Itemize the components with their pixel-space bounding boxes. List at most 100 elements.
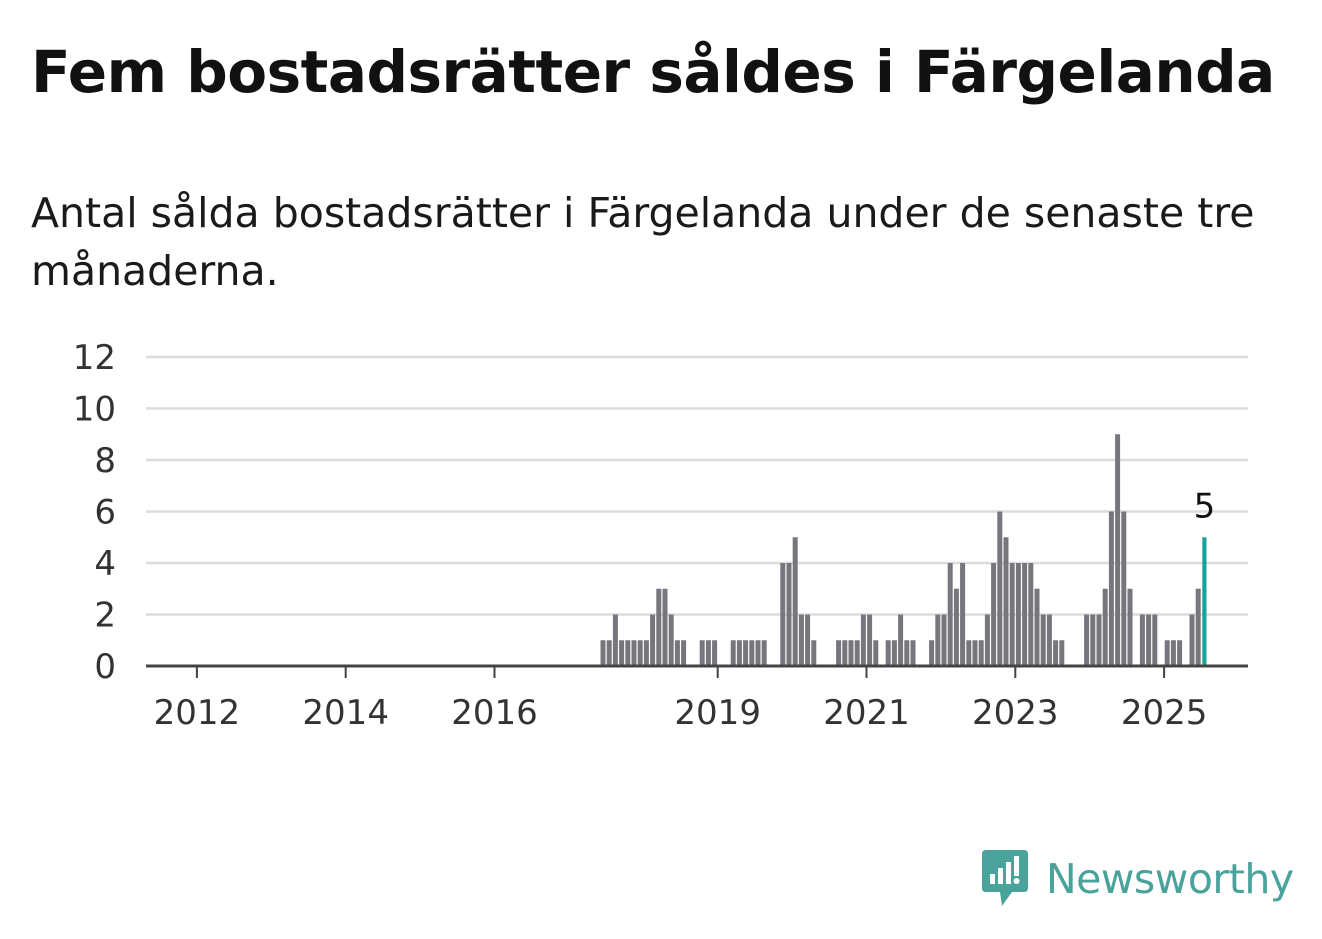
bar (991, 563, 997, 666)
brand: Newsworthy (980, 848, 1294, 910)
bar (854, 640, 860, 666)
bar (606, 640, 612, 666)
bar (1189, 614, 1195, 666)
bar (978, 640, 984, 666)
bar (891, 640, 897, 666)
x-tick-label: 2012 (154, 693, 241, 733)
page-title: Fem bostadsrätter såldes i Färgelanda (31, 38, 1275, 106)
bar (1170, 640, 1176, 666)
bar (947, 563, 953, 666)
bar (885, 640, 891, 666)
bar (643, 640, 649, 666)
bar (805, 614, 811, 666)
bar (867, 614, 873, 666)
bar (612, 614, 618, 666)
bar (650, 614, 656, 666)
bar-chart: 0 2 4 6 8 10 12 2012 2014 2016 2019 2021 2023 2025 5 (73, 338, 1248, 733)
bar (705, 640, 711, 666)
bar (941, 614, 947, 666)
bar (749, 640, 755, 666)
bar (631, 640, 637, 666)
x-tick-label: 2016 (451, 693, 538, 733)
bar (1108, 511, 1114, 666)
y-tick-label: 12 (73, 338, 116, 378)
x-tick-label: 2014 (302, 693, 389, 733)
bar (935, 614, 941, 666)
y-tick-label: 0 (94, 647, 116, 687)
bar (1034, 588, 1040, 666)
bar (1028, 563, 1034, 666)
bar (656, 588, 662, 666)
bar (1022, 563, 1028, 666)
bar (1195, 588, 1201, 666)
y-tick-label: 8 (94, 441, 116, 481)
bar (1115, 434, 1121, 666)
bar (1003, 537, 1009, 666)
x-tick-label: 2021 (823, 693, 910, 733)
bar (1053, 640, 1059, 666)
bar (780, 563, 786, 666)
y-tick-label: 6 (94, 493, 116, 533)
bar (1090, 614, 1096, 666)
bar (1096, 614, 1102, 666)
bar (898, 614, 904, 666)
x-tick-label: 2019 (674, 693, 761, 733)
bar (1146, 614, 1152, 666)
bar (755, 640, 761, 666)
bar (712, 640, 718, 666)
bar (761, 640, 767, 666)
bar (811, 640, 817, 666)
y-tick-label: 2 (94, 596, 116, 636)
bar (1015, 563, 1021, 666)
brand-name: Newsworthy (1046, 855, 1294, 903)
bar (1127, 588, 1133, 666)
bar (1084, 614, 1090, 666)
y-tick-label: 10 (73, 390, 116, 430)
bar (910, 640, 916, 666)
bar (972, 640, 978, 666)
bar (1046, 614, 1052, 666)
bar (997, 511, 1003, 666)
bar (960, 563, 966, 666)
bar (1040, 614, 1046, 666)
bar (929, 640, 935, 666)
bar (1102, 588, 1108, 666)
bar (681, 640, 687, 666)
bar (1152, 614, 1158, 666)
bar (798, 614, 804, 666)
bar (1059, 640, 1065, 666)
bar (1177, 640, 1183, 666)
bar (625, 640, 631, 666)
y-tick-label: 4 (94, 544, 116, 584)
bar (848, 640, 854, 666)
bar (699, 640, 705, 666)
bar (873, 640, 879, 666)
highlight-bar (1202, 537, 1207, 666)
x-tick-label: 2023 (972, 693, 1059, 733)
bar (674, 640, 680, 666)
bar (736, 640, 742, 666)
x-tick-label: 2025 (1121, 693, 1208, 733)
bar (662, 588, 668, 666)
bar (1009, 563, 1015, 666)
bar (786, 563, 792, 666)
bar (904, 640, 910, 666)
bar (842, 640, 848, 666)
last-value-label: 5 (1194, 486, 1216, 526)
bar (600, 640, 606, 666)
bar (743, 640, 749, 666)
bar (1121, 511, 1127, 666)
bar (637, 640, 643, 666)
bar (792, 537, 798, 666)
bar (836, 640, 842, 666)
bar (984, 614, 990, 666)
newsworthy-logo-icon (982, 850, 1028, 906)
bar (668, 614, 674, 666)
bar (966, 640, 972, 666)
bar (860, 614, 866, 666)
bar (953, 588, 959, 666)
page-subtitle: Antal sålda bostadsrätter i Färgelanda u… (31, 189, 1255, 295)
bar (1139, 614, 1145, 666)
bar (730, 640, 736, 666)
bar (1164, 640, 1170, 666)
